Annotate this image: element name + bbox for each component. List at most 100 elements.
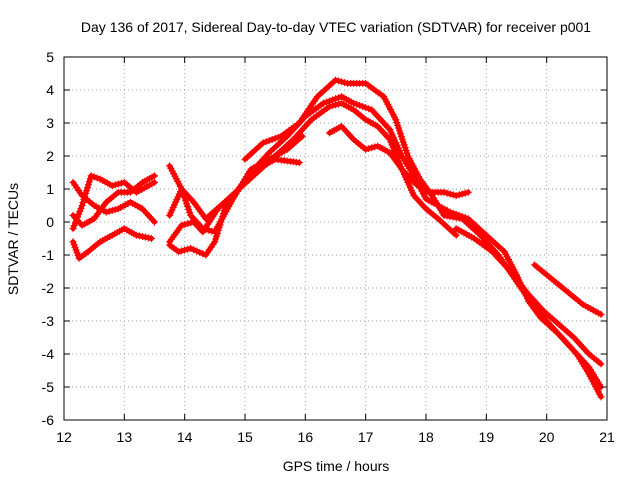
data-point-marker bbox=[452, 192, 460, 200]
series-track-2 bbox=[69, 172, 158, 229]
data-point-marker bbox=[85, 178, 93, 186]
data-point-marker bbox=[597, 310, 605, 318]
data-point-marker bbox=[193, 247, 201, 255]
data-point-marker bbox=[80, 196, 88, 204]
data-point-marker bbox=[187, 219, 195, 227]
x-tick-label: 20 bbox=[539, 429, 555, 445]
y-tick-label: 2 bbox=[46, 148, 54, 164]
data-point-marker bbox=[71, 219, 79, 227]
data-point-marker bbox=[75, 210, 83, 218]
data-point-marker bbox=[87, 172, 95, 180]
y-tick-label: 0 bbox=[46, 214, 54, 230]
data-point-marker bbox=[322, 98, 330, 106]
data-point-marker bbox=[70, 222, 78, 230]
data-point-marker bbox=[83, 187, 91, 195]
data-point-marker bbox=[597, 360, 605, 368]
y-tick-label: 5 bbox=[46, 49, 54, 65]
data-point-marker bbox=[190, 246, 198, 254]
data-point-marker bbox=[111, 181, 119, 189]
data-point-marker bbox=[108, 182, 116, 190]
data-point-marker bbox=[84, 181, 92, 189]
data-point-marker bbox=[185, 206, 193, 214]
x-tick-label: 19 bbox=[479, 429, 495, 445]
data-point-marker bbox=[356, 101, 364, 109]
y-tick-label: -1 bbox=[42, 247, 55, 263]
data-point-marker bbox=[295, 159, 303, 167]
data-point-marker bbox=[184, 220, 192, 228]
data-point-marker bbox=[76, 207, 84, 215]
data-point-marker bbox=[265, 137, 273, 145]
data-point-marker bbox=[147, 235, 155, 242]
series-track-1 bbox=[69, 225, 155, 262]
data-point-marker bbox=[79, 199, 87, 207]
data-point-marker bbox=[597, 393, 605, 401]
data-point-marker bbox=[74, 213, 82, 221]
data-point-marker bbox=[77, 204, 85, 212]
x-tick-label: 15 bbox=[237, 429, 253, 445]
x-tick-label: 12 bbox=[56, 429, 72, 445]
y-tick-label: 4 bbox=[46, 82, 54, 98]
data-point-marker bbox=[319, 99, 327, 107]
x-tick-label: 13 bbox=[117, 429, 133, 445]
data-point-marker bbox=[182, 197, 190, 205]
plot-frame bbox=[63, 56, 608, 421]
data-point-marker bbox=[268, 136, 276, 143]
data-point-marker bbox=[449, 191, 457, 199]
data-point-marker bbox=[335, 77, 343, 85]
y-tick-label: -4 bbox=[42, 346, 55, 362]
series-layer bbox=[69, 76, 605, 401]
data-point-marker bbox=[440, 188, 448, 196]
chart-title: Day 136 of 2017, Sidereal Day-to-day VTE… bbox=[81, 19, 591, 35]
data-point-marker bbox=[455, 191, 463, 199]
data-point-marker bbox=[359, 103, 367, 110]
data-point-marker bbox=[443, 189, 451, 197]
series-track-4 bbox=[69, 172, 158, 233]
data-point-marker bbox=[338, 78, 346, 86]
data-point-marker bbox=[262, 138, 270, 146]
x-tick-label: 18 bbox=[418, 429, 434, 445]
data-point-marker bbox=[90, 173, 98, 181]
data-point-marker bbox=[196, 248, 204, 256]
data-point-marker bbox=[184, 245, 192, 253]
data-point-marker bbox=[186, 208, 194, 216]
data-point-marker bbox=[141, 233, 149, 241]
data-point-marker bbox=[117, 179, 125, 187]
y-tick-label: 1 bbox=[46, 181, 54, 197]
data-point-marker bbox=[132, 231, 140, 239]
data-point-marker bbox=[151, 172, 158, 180]
data-point-marker bbox=[178, 247, 186, 255]
data-point-marker bbox=[183, 200, 191, 208]
data-point-marker bbox=[78, 202, 86, 209]
series-track-10 bbox=[325, 122, 472, 200]
data-point-marker bbox=[181, 246, 189, 254]
data-point-marker bbox=[114, 180, 122, 188]
data-point-marker bbox=[184, 203, 192, 211]
data-point-marker bbox=[102, 208, 110, 216]
data-point-marker bbox=[151, 218, 158, 226]
y-tick-label: -3 bbox=[42, 313, 55, 329]
data-point-marker bbox=[365, 145, 373, 153]
data-point-marker bbox=[452, 231, 460, 239]
data-point-marker bbox=[138, 233, 146, 241]
data-point-marker bbox=[84, 184, 92, 192]
data-point-marker bbox=[332, 76, 339, 84]
data-point-marker bbox=[353, 100, 361, 108]
data-point-marker bbox=[274, 133, 282, 141]
series-band bbox=[453, 226, 604, 367]
y-tick-label: -2 bbox=[42, 280, 55, 296]
data-point-marker bbox=[178, 221, 186, 229]
data-point-marker bbox=[464, 188, 472, 196]
data-point-marker bbox=[199, 250, 207, 258]
data-point-marker bbox=[208, 227, 216, 235]
x-tick-label: 16 bbox=[298, 429, 314, 445]
data-point-marker bbox=[368, 144, 376, 152]
x-tick-label: 17 bbox=[358, 429, 374, 445]
data-point-marker bbox=[105, 207, 113, 215]
data-point-marker bbox=[144, 234, 152, 242]
data-point-marker bbox=[328, 96, 336, 104]
data-point-marker bbox=[341, 79, 349, 87]
data-point-marker bbox=[86, 175, 94, 183]
